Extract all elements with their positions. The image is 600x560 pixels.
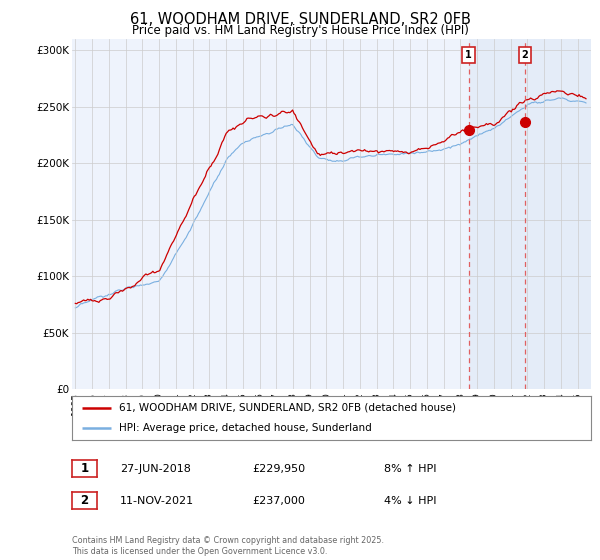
Text: 1: 1 — [80, 462, 89, 475]
Text: 4% ↓ HPI: 4% ↓ HPI — [384, 496, 437, 506]
Text: 1: 1 — [466, 50, 472, 60]
Text: 61, WOODHAM DRIVE, SUNDERLAND, SR2 0FB (detached house): 61, WOODHAM DRIVE, SUNDERLAND, SR2 0FB (… — [119, 403, 456, 413]
Text: Contains HM Land Registry data © Crown copyright and database right 2025.
This d: Contains HM Land Registry data © Crown c… — [72, 536, 384, 556]
Text: 61, WOODHAM DRIVE, SUNDERLAND, SR2 0FB: 61, WOODHAM DRIVE, SUNDERLAND, SR2 0FB — [130, 12, 470, 27]
Text: 27-JUN-2018: 27-JUN-2018 — [120, 464, 191, 474]
Text: £237,000: £237,000 — [252, 496, 305, 506]
Text: 11-NOV-2021: 11-NOV-2021 — [120, 496, 194, 506]
Bar — [469, 39, 591, 389]
Text: 2: 2 — [80, 494, 89, 507]
Text: 8% ↑ HPI: 8% ↑ HPI — [384, 464, 437, 474]
Text: 2: 2 — [521, 50, 528, 60]
Text: Price paid vs. HM Land Registry's House Price Index (HPI): Price paid vs. HM Land Registry's House … — [131, 24, 469, 36]
Text: £229,950: £229,950 — [252, 464, 305, 474]
Text: HPI: Average price, detached house, Sunderland: HPI: Average price, detached house, Sund… — [119, 423, 371, 433]
